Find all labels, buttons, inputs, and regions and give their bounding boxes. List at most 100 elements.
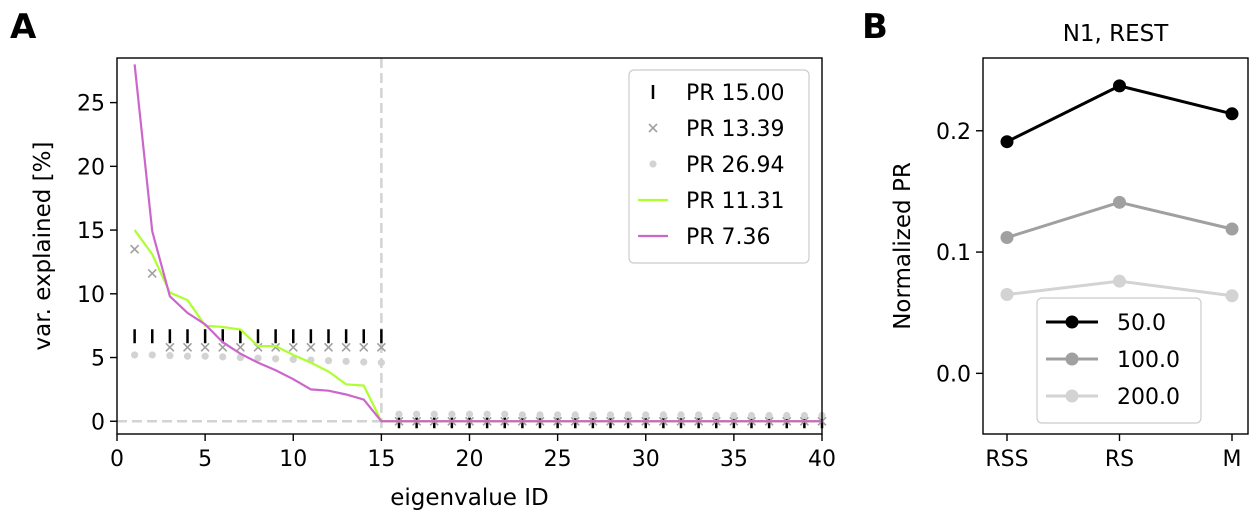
data-point-x-stroke: [288, 342, 298, 352]
data-point-dot: [183, 352, 192, 360]
data-point-x-stroke: [341, 342, 351, 352]
panel-b-letter: B: [862, 7, 888, 47]
legend: PR 15.00 PR 13.39 PR 26.94 PR 11.31 PR 7.36: [628, 69, 810, 264]
panel-b-chart: RSS RS M 0.0 0.1 0.2 N1, REST Normalized PR 50.0…: [890, 21, 1249, 472]
data-point-x: [288, 342, 298, 352]
data-point: [1000, 135, 1014, 149]
legend-label: PR 15.00: [686, 81, 785, 106]
data-point-x: [235, 342, 245, 352]
legend-swatch-dot: [1065, 389, 1079, 403]
series-line: [133, 64, 822, 423]
data-point-x-stroke: [165, 342, 175, 352]
x-tick-label: 5: [198, 447, 212, 472]
legend-label: 200.0: [1117, 385, 1180, 410]
x-axis-label: eigenvalue ID: [390, 485, 549, 511]
data-point: [1113, 274, 1126, 288]
data-point-x-stroke: [323, 342, 334, 352]
y-axis-label: var. explained [%]: [30, 142, 56, 351]
data-point-dot: [589, 411, 597, 419]
data-point-dot: [677, 411, 685, 419]
data-point-x: [323, 342, 334, 352]
data-point-dot: [272, 355, 280, 363]
data-point-dot: [624, 411, 632, 419]
y-tick-label: 5: [91, 347, 105, 372]
data-point-dot: [571, 411, 579, 419]
data-point: [1225, 222, 1239, 236]
data-point-dot: [800, 411, 808, 420]
legend-swatch-dot: [1065, 315, 1079, 329]
data-point-dot: [483, 410, 491, 418]
data-point-dot: [695, 411, 703, 419]
series-50-0: [1000, 79, 1239, 149]
data-point-dot: [501, 410, 509, 418]
y-tick-label: 0.1: [936, 241, 971, 266]
data-point-x-stroke: [130, 244, 140, 254]
data-point-dot: [430, 410, 438, 418]
y-tick-label: 15: [77, 219, 105, 244]
series-pr-13-39: [130, 244, 827, 426]
series-pr-7-36: [133, 64, 822, 423]
data-point-x: [359, 342, 369, 352]
x-tick-label: 30: [632, 447, 660, 472]
data-point: [1225, 289, 1239, 303]
series-line: [1006, 84, 1233, 144]
x-tick-label: 20: [456, 447, 484, 472]
data-point-x: [130, 244, 140, 254]
panel-a-chart: 0 5 10 15 20 25 30 35 40 0 5 10 15 20 25 eigenvalue ID v…: [30, 57, 836, 511]
x-tick-label: 40: [808, 447, 836, 472]
data-point-dot: [342, 357, 350, 365]
chart-title: N1, REST: [1063, 21, 1170, 47]
data-point-x: [165, 342, 175, 352]
axes-frame: [982, 57, 1249, 435]
data-point-x: [200, 342, 210, 352]
x-tick-label: 10: [279, 447, 307, 472]
data-point-x: [376, 342, 386, 352]
y-axis-label: Normalized PR: [890, 162, 916, 330]
legend-label: PR 11.31: [686, 189, 785, 214]
y-tick-label: 25: [77, 92, 105, 117]
data-point-dot: [324, 357, 333, 365]
data-point-dot: [201, 352, 209, 360]
data-point-dot: [254, 354, 262, 362]
legend-label: PR 13.39: [686, 117, 785, 142]
data-point-x: [306, 342, 316, 352]
x-tick-label: 0: [110, 447, 124, 472]
legend-label: PR 26.94: [686, 153, 785, 178]
x-tick-label: 25: [544, 447, 572, 472]
legend-swatch-dot: [649, 160, 657, 168]
data-point-x-stroke: [182, 342, 193, 352]
data-point: [1113, 195, 1126, 209]
series-pr-26-94: [131, 351, 826, 420]
data-point-x-stroke: [200, 342, 210, 352]
data-point: [1225, 107, 1239, 121]
data-point-x-stroke: [147, 268, 157, 278]
data-point-dot: [148, 351, 156, 359]
data-point: [1000, 288, 1014, 302]
data-point-dot: [166, 352, 174, 360]
data-point-dot: [289, 355, 297, 364]
data-point-x-stroke: [253, 342, 263, 352]
data-point-dot: [465, 410, 474, 418]
data-point-x-stroke: [271, 342, 281, 352]
data-point-x-stroke: [359, 342, 369, 352]
data-point-dot: [413, 410, 421, 418]
series-100-0: [1000, 195, 1239, 245]
legend-frame: [628, 69, 810, 264]
data-point-dot: [518, 411, 526, 419]
series-200-0: [1000, 274, 1239, 303]
data-point-dot: [712, 411, 720, 420]
x-tick-label: 15: [367, 447, 395, 472]
x-tick-label: 35: [720, 447, 748, 472]
data-point-x-stroke: [235, 342, 245, 352]
data-point-x: [341, 342, 351, 352]
data-point-dot: [765, 411, 773, 420]
data-point-dot: [783, 411, 791, 420]
data-point-dot: [131, 351, 139, 359]
y-tick-label: 10: [77, 283, 105, 308]
data-point-dot: [448, 410, 456, 418]
x-tick-label: RSS: [985, 447, 1028, 472]
data-point-x-stroke: [306, 342, 316, 352]
legend-label: 100.0: [1117, 348, 1180, 373]
data-point-dot: [377, 359, 385, 367]
